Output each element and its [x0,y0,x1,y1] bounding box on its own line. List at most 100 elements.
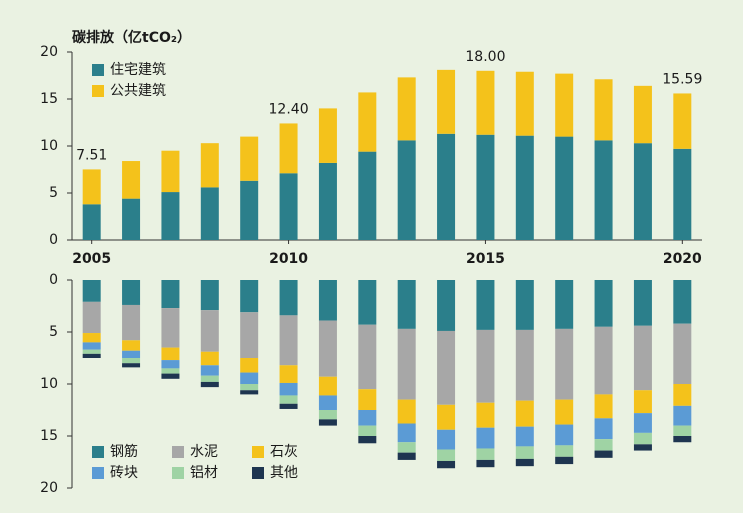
bar-segment [437,404,456,430]
annotation: 12.40 [269,101,309,117]
y-tick-label: 0 [49,232,58,248]
bar-segment [122,198,141,240]
bar-segment [594,439,613,451]
bar-segment [279,403,298,409]
bar-segment [240,358,259,373]
bar-segment [633,390,652,414]
legend-label: 水泥 [190,444,218,460]
legend-swatch [92,467,104,479]
y-tick-label: 5 [49,185,58,201]
bar-segment [358,425,377,436]
bar-segment [476,459,495,468]
bar-segment [318,410,337,420]
bar-segment [318,162,337,240]
bar-segment [240,136,259,181]
bar-segment [358,324,377,390]
bar-segment [122,304,141,341]
bar-segment [358,410,377,426]
bar-segment [318,108,337,163]
bar-segment [82,333,101,343]
bar-segment [82,353,101,358]
legend-swatch [92,446,104,458]
bar-segment [397,452,416,460]
bar-segment [318,376,337,396]
bar-segment [279,123,298,174]
bar-segment [476,448,495,460]
y-tick-label: 0 [49,272,58,288]
bar-segment [633,444,652,451]
bar-segment [397,399,416,424]
bar-segment [122,161,141,199]
bar-segment [437,429,456,450]
bar-segment [318,320,337,377]
bar-segment [240,390,259,395]
bar-segment [122,340,141,351]
bar-segment [279,365,298,383]
bar-segment [673,323,692,384]
bar-segment [200,365,219,376]
bar-segment [240,312,259,358]
bar-segment [161,360,180,369]
bar-segment [358,280,377,325]
bar-segment [633,85,652,144]
bar-segment [397,140,416,240]
y-tick-label: 15 [40,91,58,107]
bar-segment [515,400,534,427]
bar-segment [122,358,141,364]
bar-segment [200,351,219,366]
bar-segment [515,71,534,136]
y-tick-label: 20 [40,44,58,60]
annotation: 7.51 [76,147,107,163]
bar-segment [633,413,652,433]
bar-segment [279,173,298,240]
bar-segment [200,310,219,352]
bar-segment [240,372,259,384]
legend-label: 砖块 [110,465,138,481]
bar-segment [633,143,652,240]
bar-segment [279,382,298,396]
bar-segment [594,79,613,141]
bar-segment [397,77,416,141]
bar-segment [82,342,101,350]
bar-segment [555,445,574,457]
bar-segment [515,446,534,459]
bar-segment [161,368,180,374]
bar-segment [555,456,574,465]
bar-segment [358,436,377,444]
x-tick-label: 2005 [72,251,111,267]
bar-segment [673,436,692,443]
bar-segment [555,328,574,400]
y-axis-label: 碳排放（亿tCO₂） [72,29,191,46]
bar-segment [476,280,495,330]
bar-segment [437,280,456,331]
legend-swatch [92,64,104,76]
legend-label: 钢筋 [110,443,138,460]
bar-segment [437,330,456,405]
bar-segment [515,135,534,240]
bar-segment [673,405,692,426]
bar-segment [673,148,692,240]
bar-segment [594,394,613,419]
bar-segment [397,442,416,453]
bar-segment [397,423,416,443]
bar-segment [476,402,495,428]
bar-segment [82,349,101,354]
bar-segment [82,169,101,205]
legend-swatch [172,467,184,479]
bar-segment [279,315,298,366]
bar-segment [161,192,180,240]
bar-segment [515,280,534,330]
bar-segment [437,449,456,461]
bar-segment [200,280,219,311]
bar-segment [122,280,141,305]
bar-segment [633,432,652,445]
bar-segment [82,301,101,334]
bar-segment [476,70,495,135]
y-tick-label: 20 [40,480,58,496]
bar-segment [633,325,652,391]
legend-label: 铝材 [190,465,218,481]
annotation: 18.00 [465,49,505,65]
bar-segment [515,426,534,447]
legend-swatch [252,467,264,479]
legend-swatch [252,446,264,458]
